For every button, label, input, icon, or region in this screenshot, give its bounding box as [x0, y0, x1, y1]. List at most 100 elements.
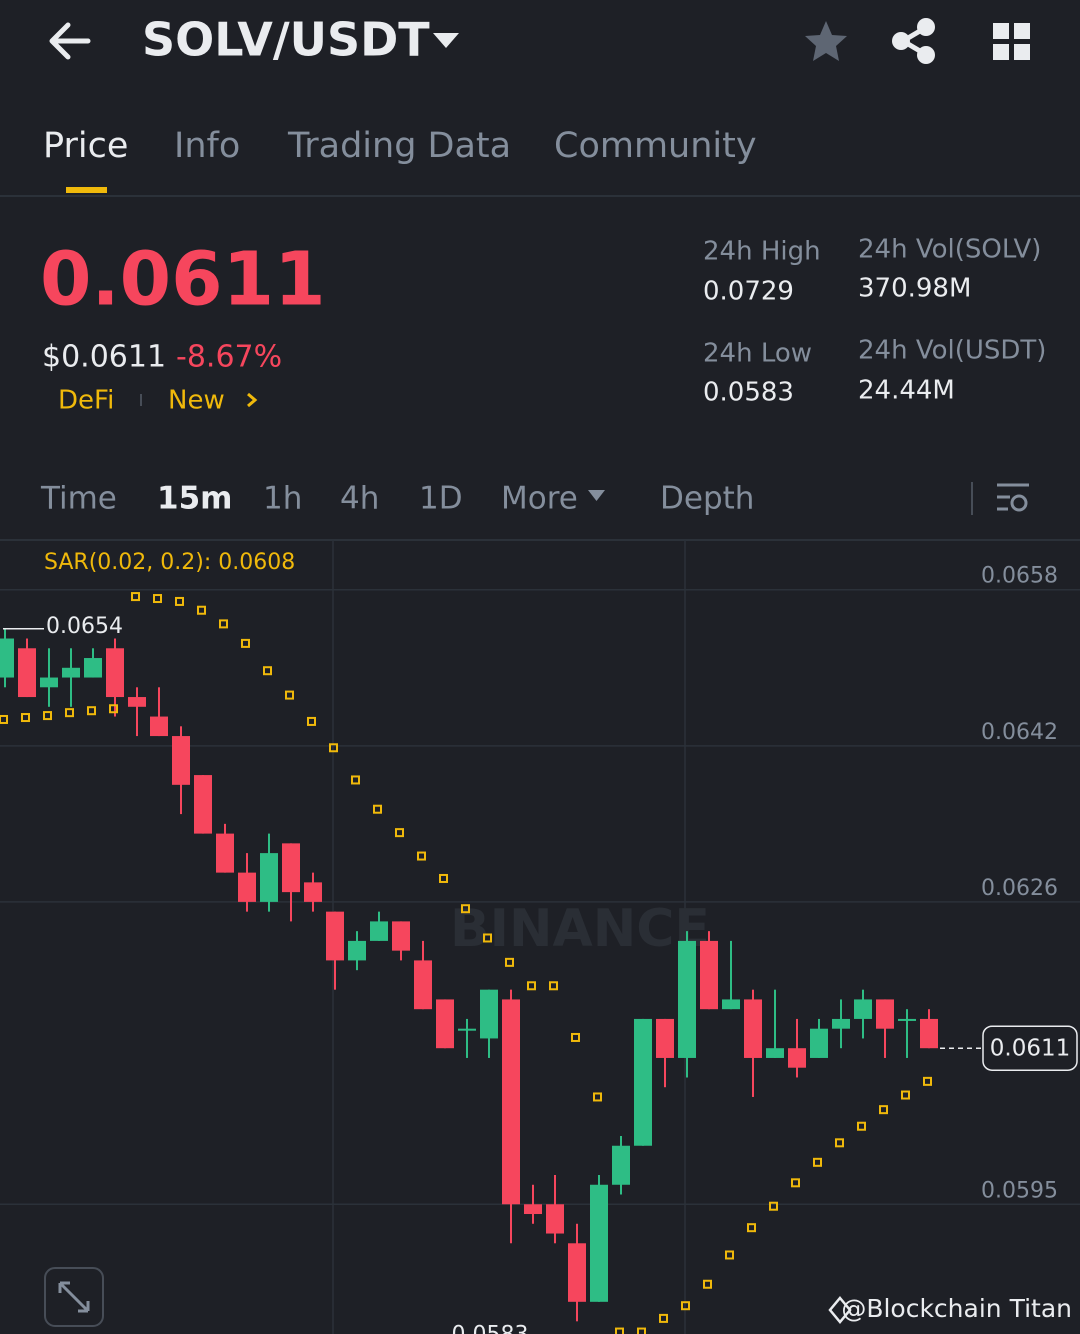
sar-dot — [109, 704, 118, 714]
candle-body — [326, 911, 344, 961]
sar-dot — [593, 1092, 602, 1102]
sar-dot — [439, 873, 448, 883]
last-price-label: 0.0611 — [990, 1036, 1070, 1062]
menu-grid[interactable] — [993, 23, 1030, 60]
sar-dot — [131, 592, 140, 602]
candle-body — [722, 999, 740, 1010]
candle-body — [700, 940, 718, 1010]
candle-body — [810, 1028, 828, 1058]
candle-body — [348, 940, 366, 961]
candle-body — [106, 648, 124, 698]
stat-label: 24h Vol(USDT) — [858, 336, 1046, 366]
tab[interactable]: Trading Data — [287, 126, 511, 166]
candle-body — [546, 1204, 564, 1234]
interval[interactable]: 1D — [419, 481, 463, 517]
sar-dot — [65, 708, 74, 718]
sar-dot — [637, 1327, 646, 1334]
sar-dot — [175, 596, 184, 606]
interval[interactable]: 4h — [340, 481, 379, 517]
candle-body — [854, 999, 872, 1019]
interval[interactable]: 1h — [263, 481, 302, 517]
candle-body — [392, 921, 410, 951]
candle-body — [304, 882, 322, 902]
sar-dot — [615, 1327, 624, 1334]
y-tick-label: 0.0658 — [981, 564, 1058, 589]
price-change: -8.67% — [176, 340, 282, 375]
plot: 0.0658 0.0642 0.0626 0.0595 0.0654 0.0583 0.06… — [0, 564, 1080, 1334]
stat-label: 24h High — [703, 237, 821, 267]
sar-dot — [527, 981, 536, 991]
sar-dot — [285, 690, 294, 700]
candle-body — [150, 716, 168, 737]
sar-dot — [505, 957, 514, 967]
sar-dot — [461, 904, 470, 914]
tab[interactable]: Community — [554, 126, 757, 166]
interval[interactable]: Time — [40, 481, 117, 517]
candle-body — [502, 999, 520, 1205]
more-dropdown[interactable] — [588, 490, 605, 501]
sar-dot — [923, 1076, 932, 1086]
candle-body — [260, 853, 278, 902]
pair-dropdown[interactable] — [433, 33, 459, 48]
stat-label: 24h Low — [703, 339, 812, 369]
sar-dot — [351, 775, 360, 785]
candle-body — [590, 1184, 608, 1302]
sar-dot — [857, 1121, 866, 1131]
candle-body — [656, 1018, 674, 1058]
tag[interactable]: New — [168, 386, 225, 416]
sar-dot — [241, 638, 250, 648]
sar-dot — [901, 1090, 910, 1100]
sar-dot — [153, 594, 162, 604]
sar-dot — [43, 711, 52, 721]
favorite-star[interactable] — [805, 21, 847, 61]
sar-dot — [791, 1178, 800, 1188]
tag[interactable]: DeFi — [58, 386, 114, 416]
sar-dot — [373, 804, 382, 814]
sar-dot — [21, 713, 30, 723]
sar-dot — [417, 851, 426, 861]
candle-body — [414, 960, 432, 1010]
candle-body — [458, 1028, 476, 1031]
y-tick-label: 0.0626 — [981, 876, 1058, 901]
candle-body — [766, 1048, 784, 1058]
tab-indicator — [66, 187, 107, 193]
pair-title[interactable]: SOLV/USDT — [142, 13, 430, 67]
watermark: BINANCE — [450, 899, 710, 959]
tab[interactable]: Price — [43, 126, 128, 166]
interval[interactable]: Depth — [660, 481, 754, 517]
candle-body — [436, 999, 454, 1049]
back-button[interactable] — [49, 22, 91, 60]
candle-body — [216, 833, 234, 873]
sar-dot — [571, 1032, 580, 1042]
sar-dot — [87, 706, 96, 716]
share-button[interactable] — [892, 18, 935, 64]
usd-price: $0.0611 — [42, 340, 166, 375]
sar-dot — [197, 605, 206, 615]
last-price: 0.0611 — [40, 237, 326, 323]
stat-value: 0.0583 — [703, 378, 794, 408]
candle-body — [898, 1018, 916, 1021]
candle-body — [524, 1204, 542, 1215]
candle-body — [634, 1018, 652, 1146]
candle-body — [832, 1018, 850, 1029]
sar-dot — [329, 743, 338, 753]
interval[interactable]: More — [501, 481, 578, 517]
candle-body — [238, 872, 256, 902]
sar-dot — [725, 1250, 734, 1260]
chart-settings[interactable] — [997, 483, 1029, 512]
sar-dot — [395, 828, 404, 838]
sar-dot — [307, 716, 316, 726]
expand-button[interactable] — [44, 1267, 104, 1327]
credit: @Blockchain Titan — [841, 1294, 1072, 1323]
tab[interactable]: Info — [174, 126, 240, 166]
last-price-box — [982, 1025, 1078, 1071]
interval[interactable]: 15m — [157, 481, 232, 517]
candle-body — [480, 989, 498, 1039]
credit-icon — [828, 1296, 852, 1324]
sar-dot — [483, 933, 492, 943]
sar-dot — [835, 1138, 844, 1148]
sar-dot — [703, 1279, 712, 1289]
candle-body — [62, 667, 80, 678]
candle-body — [678, 940, 696, 1058]
